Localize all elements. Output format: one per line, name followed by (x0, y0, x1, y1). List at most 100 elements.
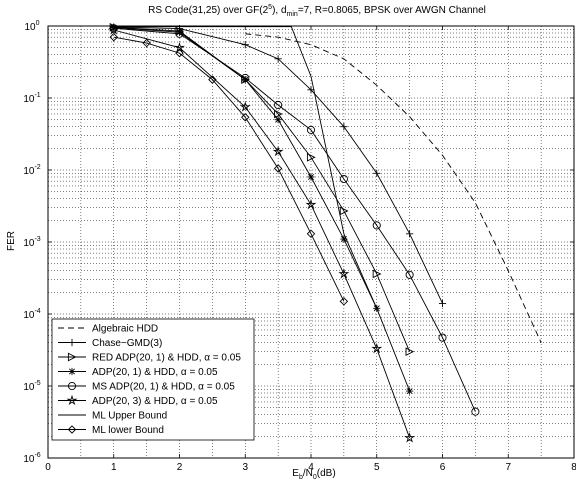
data-point (339, 174, 348, 184)
marker-triangle (372, 269, 382, 279)
data-point (274, 100, 283, 110)
data-point (306, 152, 316, 162)
legend-entry: ML Upper Bound (58, 411, 167, 422)
data-point (272, 145, 284, 157)
data-point (241, 113, 250, 122)
marker-asterisk (274, 116, 282, 124)
series-1 (110, 23, 447, 308)
data-point (108, 24, 120, 35)
marker-asterisk (175, 28, 184, 36)
y-axis-label: FER (6, 231, 17, 251)
data-point (274, 55, 282, 63)
x-tick-label: 8 (571, 462, 576, 473)
data-point (372, 221, 381, 230)
marker-star (404, 432, 416, 443)
xlabel-part-b: /N (303, 468, 313, 479)
marker-star (239, 101, 251, 112)
data-point (405, 347, 415, 356)
data-point (338, 268, 350, 279)
marker-asterisk (406, 387, 414, 395)
data-point (404, 432, 416, 443)
x-tick-label: 5 (374, 462, 380, 473)
marker-diamond (339, 297, 349, 306)
series-layer (108, 22, 542, 443)
marker-star (272, 145, 284, 157)
legend-entry: Chase−GMD(3) (58, 338, 162, 349)
series-2 (109, 22, 415, 356)
marker-circle (67, 381, 77, 391)
legend-entry: Algebraic HDD (58, 324, 158, 335)
data-point (241, 41, 249, 49)
chart-title: RS Code(31,25) over GF(25), dmin=7, R=0.… (148, 4, 486, 18)
x-tick-label: 6 (440, 462, 446, 473)
data-point (175, 48, 184, 58)
legend: Algebraic HDD Chase−GMD(3) RED ADP(20, 1) … (51, 318, 255, 441)
x-tick-label: 1 (111, 462, 117, 473)
marker-diamond (109, 32, 118, 42)
data-point (109, 32, 118, 42)
marker-circle (438, 333, 447, 342)
marker-circle (471, 407, 480, 416)
x-tick-label: 4 (308, 462, 314, 473)
marker-circle (339, 174, 348, 184)
legend-label: Chase−GMD(3) (92, 338, 162, 349)
marker-diamond (142, 38, 151, 48)
title-superscript: 5 (268, 4, 272, 11)
data-point (274, 116, 282, 124)
marker-triangle (339, 206, 349, 216)
marker-circle (306, 125, 316, 134)
data-point (306, 229, 316, 239)
legend-entry: MS ADP(20, 1) & HDD, α = 0.05 (58, 382, 235, 393)
data-point (340, 235, 348, 243)
marker-circle (372, 221, 381, 230)
data-point (438, 299, 447, 308)
marker-asterisk (307, 173, 315, 181)
marker-asterisk (340, 235, 348, 243)
marker-triangle (67, 352, 77, 362)
xlabel-part-a: E (292, 468, 299, 479)
marker-star (371, 342, 383, 354)
marker-asterisk (241, 76, 249, 84)
series-0 (245, 33, 542, 343)
y-tick-label: 10-5 (23, 380, 40, 393)
marker-plus (68, 338, 76, 347)
series-line (113, 29, 411, 439)
marker-star (108, 24, 120, 35)
marker-star (338, 268, 350, 279)
legend-label: ADP(20, 3) & HDD, α = 0.05 (92, 396, 218, 407)
data-point (142, 38, 151, 48)
data-point (241, 76, 249, 84)
marker-plus (241, 41, 249, 49)
data-point (305, 198, 317, 210)
title-part-a: RS Code(31,25) over GF(2 (148, 5, 268, 16)
data-point (340, 123, 348, 131)
data-point (372, 269, 382, 279)
series-7 (109, 32, 349, 306)
legend-label: RED ADP(20, 1) & HDD, α = 0.05 (92, 353, 241, 364)
data-point (406, 230, 414, 238)
x-tick-label: 2 (177, 462, 183, 473)
data-point (175, 28, 184, 36)
legend-label: ML Upper Bound (92, 411, 167, 422)
marker-circle (241, 73, 250, 82)
x-tick-label: 3 (242, 462, 248, 473)
y-tick-label: 10-3 (23, 236, 40, 249)
x-tick-label: 0 (45, 462, 51, 473)
data-point (339, 297, 349, 306)
series-5 (108, 24, 416, 443)
data-point (273, 164, 283, 173)
y-tick-label: 10-6 (23, 452, 40, 465)
marker-plus (373, 169, 381, 177)
data-point (406, 387, 414, 395)
legend-label: ML lower Bound (92, 425, 164, 436)
data-point (306, 125, 316, 134)
data-point (438, 333, 447, 342)
marker-plus (340, 123, 348, 131)
marker-circle (274, 100, 283, 110)
y-tick-label: 10-1 (23, 92, 40, 105)
legend-entry: ML lower Bound (58, 425, 164, 436)
marker-diamond (241, 113, 250, 122)
data-point (241, 73, 250, 82)
series-line (113, 36, 345, 302)
